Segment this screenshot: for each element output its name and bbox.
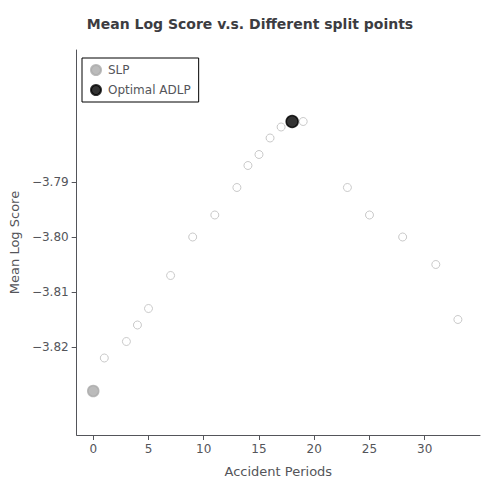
svg-text:30: 30 <box>417 442 432 456</box>
svg-text:0: 0 <box>89 442 97 456</box>
svg-text:−3.82: −3.82 <box>32 340 69 354</box>
svg-text:10: 10 <box>196 442 211 456</box>
svg-text:−3.79: −3.79 <box>32 175 69 189</box>
svg-text:Mean Log Score v.s. Different: Mean Log Score v.s. Different split poin… <box>87 16 413 32</box>
svg-text:15: 15 <box>251 442 266 456</box>
svg-text:20: 20 <box>307 442 322 456</box>
svg-text:5: 5 <box>145 442 153 456</box>
svg-text:Optimal ADLP: Optimal ADLP <box>108 83 191 97</box>
svg-text:Accident Periods: Accident Periods <box>225 464 333 479</box>
svg-text:−3.81: −3.81 <box>32 285 69 299</box>
svg-text:SLP: SLP <box>108 63 130 77</box>
svg-text:Mean Log Score: Mean Log Score <box>7 191 22 294</box>
svg-text:−3.80: −3.80 <box>32 230 69 244</box>
svg-text:25: 25 <box>362 442 377 456</box>
